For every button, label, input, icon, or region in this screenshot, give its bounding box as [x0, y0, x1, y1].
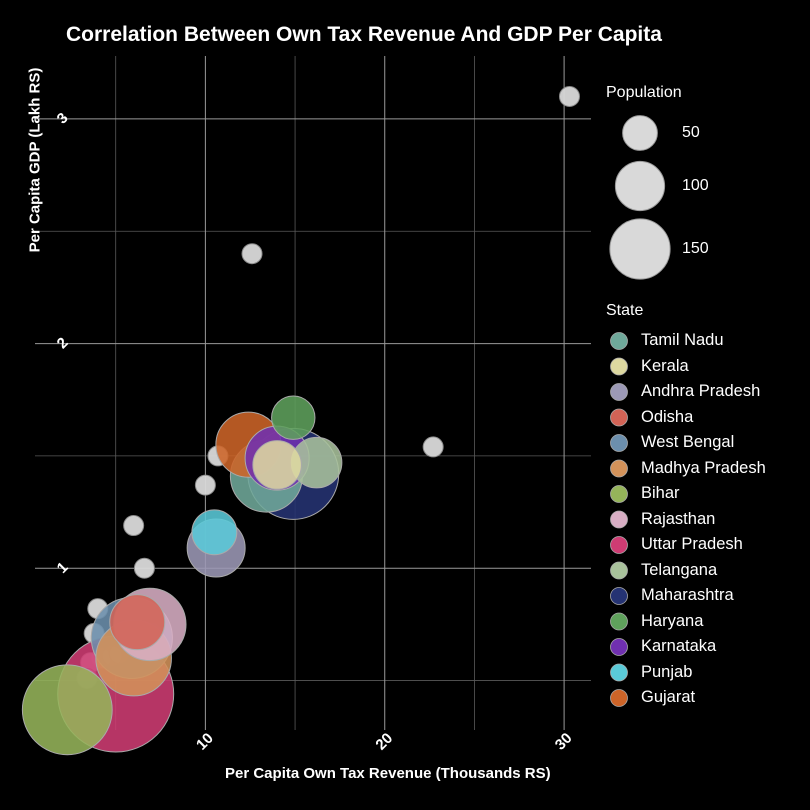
x-axis-label: Per Capita Own Tax Revenue (Thousands RS… — [225, 765, 551, 782]
size-legend-title: Population — [606, 84, 682, 101]
legend-marker-andhra-pradesh — [610, 383, 628, 401]
legend-label-maharashtra: Maharashtra — [641, 586, 734, 604]
legend-marker-west-bengal — [610, 434, 628, 452]
legend-label-madhya-pradesh: Madhya Pradesh — [641, 459, 766, 477]
legend-marker-madhya-pradesh — [610, 459, 628, 478]
state-point-haryana — [271, 395, 316, 440]
legend-marker-uttar-pradesh — [610, 536, 628, 554]
other-state-point — [241, 243, 263, 265]
size-legend-label: 100 — [682, 177, 709, 194]
other-state-point — [194, 474, 216, 496]
x-tick-label: 20 — [372, 730, 396, 754]
state-legend-title: State — [606, 302, 644, 319]
legend-marker-tamil-nadu — [610, 332, 628, 350]
other-state-point — [123, 515, 145, 537]
legend-label-telangana: Telangana — [641, 561, 718, 579]
state-point-kerala — [252, 440, 302, 490]
size-legend-label: 150 — [682, 240, 709, 257]
other-state-point — [133, 557, 155, 579]
state-point-punjab — [191, 509, 238, 556]
legend-marker-maharashtra — [610, 587, 628, 605]
legend-label-west-bengal: West Bengal — [641, 433, 735, 451]
legend-label-haryana: Haryana — [641, 612, 704, 630]
y-axis-label: Per Capita GDP (Lakh RS) — [26, 67, 44, 253]
other-state-point — [558, 85, 580, 107]
other-state-point — [422, 436, 444, 458]
legend-marker-telangana — [610, 561, 628, 580]
legend-label-uttar-pradesh: Uttar Pradesh — [641, 535, 743, 553]
legend-marker-kerala — [610, 357, 628, 376]
legend-label-kerala: Kerala — [641, 357, 689, 375]
x-tick-label: 10 — [193, 730, 217, 754]
legend-marker-odisha — [610, 408, 628, 427]
legend-label-tamil-nadu: Tamil Nadu — [641, 331, 724, 349]
size-legend-marker — [622, 115, 658, 151]
legend-marker-bihar — [610, 485, 628, 503]
legend-label-punjab: Punjab — [641, 663, 693, 681]
size-legend-marker — [609, 218, 671, 280]
legend-marker-karnataka — [610, 638, 628, 656]
x-tick-label: 30 — [552, 730, 576, 754]
legend-marker-gujarat — [610, 689, 628, 707]
state-point-odisha — [109, 594, 166, 651]
legend-label-bihar: Bihar — [641, 484, 680, 502]
legend-marker-punjab — [610, 663, 628, 682]
legend-label-andhra-pradesh: Andhra Pradesh — [641, 382, 761, 400]
legend-marker-rajasthan — [610, 510, 628, 529]
legend-label-karnataka: Karnataka — [641, 637, 717, 655]
grid-layer — [35, 56, 591, 730]
legend-label-rajasthan: Rajasthan — [641, 510, 716, 528]
legend-label-gujarat: Gujarat — [641, 688, 696, 706]
legend-label-odisha: Odisha — [641, 408, 694, 426]
state-point-bihar — [21, 664, 113, 756]
legend-markers-layer — [609, 115, 671, 707]
size-legend-label: 50 — [682, 124, 700, 141]
state-points-layer — [21, 395, 343, 756]
legend-marker-haryana — [610, 612, 628, 631]
size-legend-marker — [614, 160, 666, 212]
chart-title: Correlation Between Own Tax Revenue And … — [66, 23, 662, 46]
